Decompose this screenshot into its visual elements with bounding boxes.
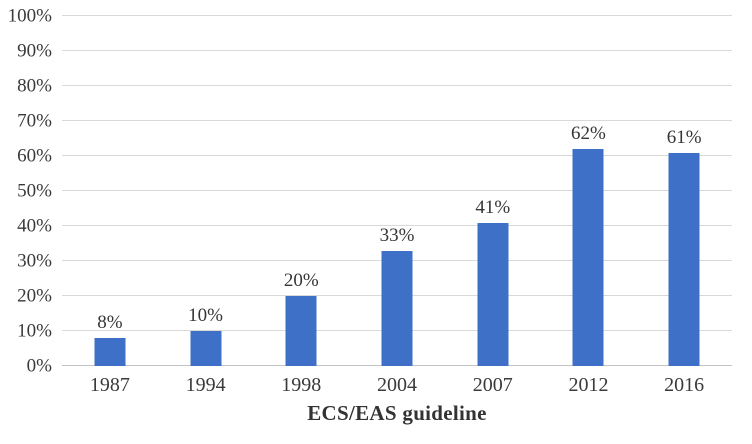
x-tick-label-2016: 2016: [664, 374, 705, 396]
y-tick-label: 30%: [17, 250, 52, 272]
bar-2016: [668, 152, 700, 366]
x-tick-label-2012: 2012: [568, 374, 609, 396]
x-tick-label-1987: 1987: [89, 374, 130, 396]
bar-slot-2016: 61%: [636, 16, 732, 366]
x-tick-label-2004: 2004: [377, 374, 418, 396]
y-tick-label: 90%: [17, 40, 52, 62]
y-tick-label: 70%: [17, 110, 52, 132]
bar-value-label-2007: 41%: [475, 196, 511, 218]
bar-slot-1987: 8%: [62, 16, 158, 366]
bar-1994: [190, 331, 222, 366]
bar-value-label-2012: 62%: [571, 123, 606, 144]
bar-2004: [381, 250, 413, 366]
bar-slot-2007: 41%: [445, 16, 541, 366]
y-tick-label: 80%: [17, 75, 52, 97]
y-tick-label: 20%: [17, 285, 52, 307]
bar-slot-1994: 10%: [158, 16, 254, 366]
y-tick-label: 10%: [17, 320, 52, 342]
gridline: [62, 85, 732, 86]
y-tick-label: 60%: [17, 145, 52, 167]
x-tick-label-2007: 2007: [472, 374, 513, 396]
gridline: [62, 190, 732, 191]
gridline: [62, 15, 732, 16]
gridline: [62, 155, 732, 156]
x-axis: 1987 1994 1998 2004 2007 2012 2016: [62, 374, 732, 398]
gridline: [62, 50, 732, 51]
y-tick-label: 100%: [7, 5, 52, 27]
bar-value-label-1994: 10%: [188, 305, 223, 326]
bar-slot-2012: 62%: [541, 16, 637, 366]
gridline: [62, 120, 732, 121]
bar-value-label-2016: 61%: [666, 126, 702, 148]
plot-area: 8% 10% 20% 33% 41% 62% 61%: [62, 15, 732, 366]
x-tick-label-1994: 1994: [185, 374, 226, 396]
bar-slot-2004: 33%: [349, 16, 445, 366]
bar-value-label-1998: 20%: [283, 270, 319, 291]
x-axis-title: ECS/EAS guideline: [307, 401, 487, 425]
gridline: [62, 225, 732, 226]
y-tick-label: 40%: [17, 215, 52, 237]
bar-value-label-2004: 33%: [379, 224, 415, 246]
bars-layer: 8% 10% 20% 33% 41% 62% 61%: [62, 16, 732, 366]
y-axis: 0% 10% 20% 30% 40% 50% 60% 70% 80% 90% 100%: [0, 7, 52, 376]
y-tick-label: 0%: [26, 355, 52, 377]
bar-1987: [94, 338, 126, 366]
y-tick-label: 50%: [17, 180, 52, 202]
bar-2007: [477, 222, 509, 366]
bar-1998: [285, 296, 317, 366]
bar-2012: [572, 149, 604, 366]
bar-value-label-1987: 8%: [97, 312, 123, 333]
bar-slot-1998: 20%: [253, 16, 349, 366]
x-tick-label-1998: 1998: [281, 374, 322, 396]
